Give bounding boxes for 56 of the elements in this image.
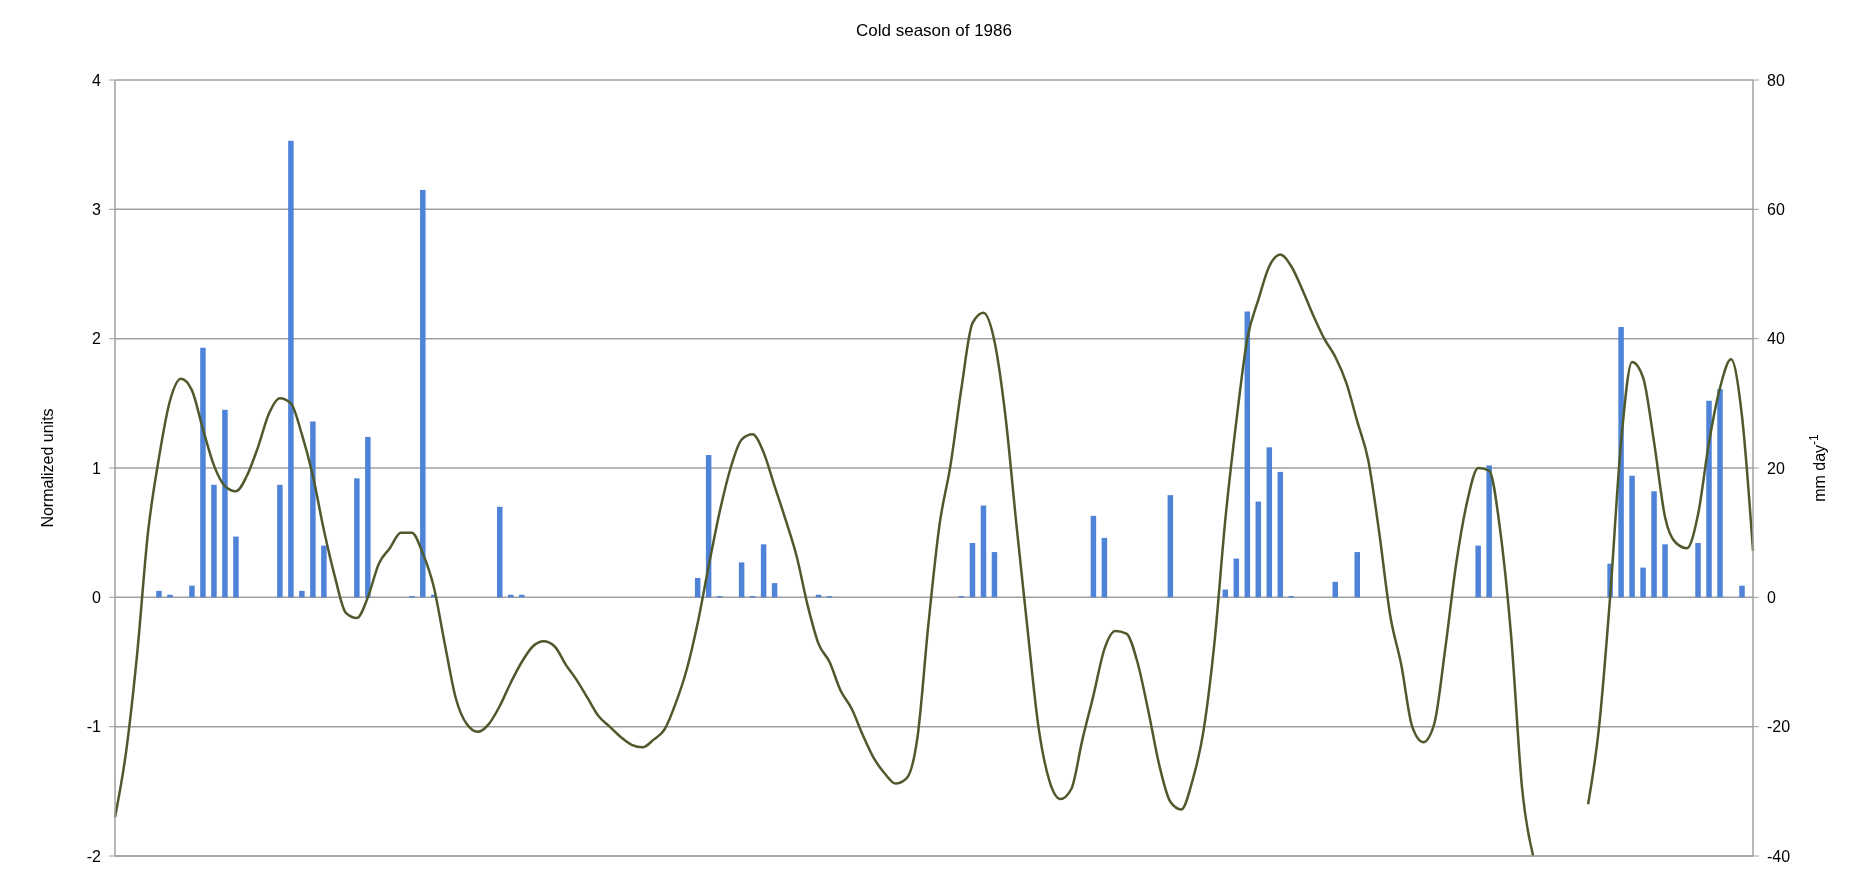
y-tick-label: 3 — [92, 200, 102, 218]
bar — [1717, 389, 1723, 598]
bar — [1695, 543, 1701, 598]
bar — [991, 552, 998, 598]
bar — [1354, 552, 1360, 598]
bar — [277, 484, 283, 598]
y-tick-label: 0 — [92, 588, 102, 606]
y2-tick-label: 40 — [1767, 330, 1785, 348]
y-tick-label: -2 — [86, 847, 102, 865]
bar — [156, 590, 162, 598]
bar — [738, 562, 745, 598]
y-tick-label: 1 — [92, 459, 102, 477]
y2-tick-label: 0 — [1767, 588, 1776, 606]
line-series — [1586, 358, 1755, 806]
bar — [1739, 585, 1745, 598]
bar — [310, 421, 316, 598]
bar — [1640, 567, 1646, 598]
bar — [1167, 495, 1174, 598]
bar — [354, 478, 360, 598]
bar — [1662, 544, 1668, 598]
bar — [1101, 537, 1108, 598]
bar — [189, 585, 195, 598]
bar — [1629, 475, 1635, 598]
bar — [365, 436, 371, 598]
bar — [1486, 465, 1492, 598]
bar — [1277, 471, 1284, 598]
bar — [980, 505, 987, 598]
y2-tick-label: 60 — [1767, 200, 1785, 218]
y-tick-label: 4 — [92, 71, 102, 89]
bar — [497, 506, 503, 598]
y-axis-title: Normalized units — [39, 408, 56, 528]
bar — [1255, 501, 1262, 598]
y2-tick-label: -20 — [1767, 718, 1791, 736]
bar — [200, 347, 206, 598]
bar — [299, 590, 305, 598]
line-series — [113, 253, 1535, 858]
bar — [771, 583, 778, 598]
bar — [233, 536, 239, 598]
bar — [420, 189, 426, 598]
bar — [1266, 447, 1273, 598]
bar — [321, 545, 327, 598]
bar — [969, 543, 976, 598]
bar — [1651, 491, 1657, 598]
bar — [211, 484, 217, 598]
bar — [222, 409, 228, 598]
y-tick-label: 2 — [92, 330, 102, 348]
y-tick-label: -1 — [86, 718, 102, 736]
bar — [1706, 400, 1712, 598]
y2-tick-label: 80 — [1767, 71, 1785, 89]
y2-tick-label: 20 — [1767, 459, 1785, 477]
chart-title: Cold season of 1986 — [856, 21, 1012, 40]
bar — [1090, 515, 1097, 598]
bar — [1475, 545, 1481, 598]
y2-tick-label: -40 — [1767, 847, 1791, 865]
bar — [288, 140, 294, 598]
bar — [760, 544, 767, 598]
